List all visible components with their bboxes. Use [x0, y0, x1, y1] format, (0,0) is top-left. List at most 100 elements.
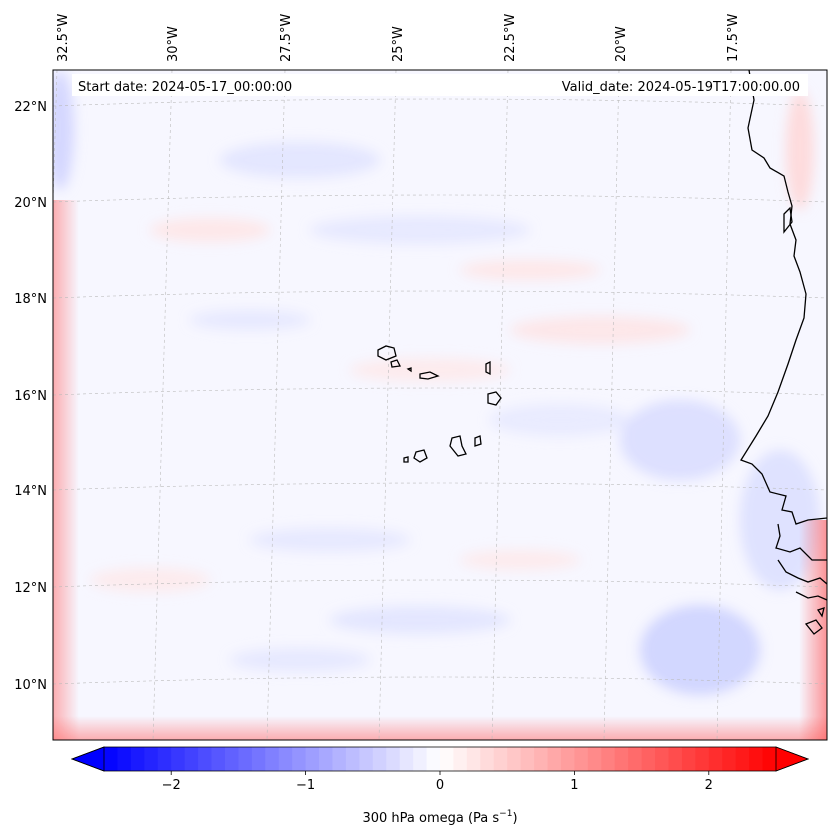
- colorbar-cell: [292, 747, 307, 771]
- map-frame: [52, 69, 828, 741]
- colorbar-cell: [386, 747, 401, 771]
- colorbar-cell: [144, 747, 159, 771]
- colorbar-cell: [560, 747, 575, 771]
- lat-label: 10°N: [14, 678, 47, 693]
- colorbar-cell: [184, 747, 199, 771]
- lat-label: 14°N: [14, 484, 47, 499]
- colorbar-cell: [238, 747, 253, 771]
- colorbar-cell: [104, 747, 118, 771]
- boa-vista-island: [487, 391, 502, 406]
- colorbar-cell: [413, 747, 428, 771]
- lat-label: 12°N: [14, 581, 47, 596]
- colorbar-cell: [157, 747, 172, 771]
- lat-label: 16°N: [14, 389, 47, 404]
- colorbar-cell: [534, 747, 549, 771]
- colorbar-max-extend-arrow: [775, 746, 810, 772]
- colorbar-cell: [440, 747, 454, 771]
- sao-vicente-island: [390, 359, 401, 368]
- colorbar-cell: [574, 747, 589, 771]
- colorbar-cell: [305, 747, 320, 771]
- left-edge-band: [53, 200, 79, 740]
- brava-island: [403, 456, 409, 463]
- colorbar-outline: [70, 746, 810, 772]
- colorbar-cell: [587, 747, 602, 771]
- colorbar-cell: [628, 747, 643, 771]
- colorbar-cell: [117, 747, 132, 771]
- colorbar-cell: [198, 747, 213, 771]
- sao-nicolau-island: [419, 371, 440, 380]
- meridian-line: [491, 70, 509, 740]
- colorbar-cell: [614, 747, 629, 771]
- colorbar-cell: [278, 747, 293, 771]
- omega-field: [53, 70, 827, 740]
- colorbar: −2 −1 0 1 2 300 hPa omega (Pa s−1): [70, 746, 810, 826]
- lon-label: 27.5°W: [279, 14, 294, 62]
- colorbar-cells: [104, 747, 777, 771]
- colorbar-cell: [399, 747, 414, 771]
- colorbar-cell: [224, 747, 239, 771]
- colorbar-cell: [372, 747, 387, 771]
- lon-label: 32.5°W: [56, 14, 71, 62]
- parallel-line: [53, 482, 827, 491]
- coastlines: [377, 70, 827, 635]
- colorbar-cell: [507, 747, 522, 771]
- colorbar-tick-label: 0: [436, 778, 444, 793]
- colorbar-min-extend-arrow: [70, 746, 105, 772]
- colorbar-cell: [749, 747, 764, 771]
- colorbar-label: 300 hPa omega (Pa s−1): [362, 809, 517, 826]
- colorbar-cell: [655, 747, 669, 771]
- colorbar-cell: [453, 747, 468, 771]
- header-strip: [72, 74, 808, 96]
- colorbar-cell: [708, 747, 723, 771]
- map-panel: Start date: 2024-05-17_00:00:00 Valid_da…: [52, 69, 828, 741]
- lat-label: 20°N: [14, 196, 47, 211]
- colorbar-cell: [426, 747, 441, 771]
- colorbar-cell: [735, 747, 750, 771]
- sal-island: [485, 360, 491, 376]
- meridian-line: [152, 70, 173, 740]
- colorbar-cell: [466, 747, 481, 771]
- lon-label: 17.5°W: [726, 14, 741, 62]
- valid-date-label: Valid_date: 2024-05-19T17:00:00.00: [562, 80, 800, 95]
- parallel-line: [53, 676, 827, 685]
- lon-label: 22.5°W: [503, 14, 518, 62]
- meridian-line: [378, 70, 397, 740]
- colorbar-cell: [762, 747, 777, 771]
- parallel-line: [53, 579, 827, 588]
- dakar-peninsula: [783, 206, 793, 234]
- lon-label: 30°W: [166, 26, 181, 62]
- parallel-line: [53, 387, 827, 396]
- colorbar-cell: [480, 747, 495, 771]
- colorbar-cell: [332, 747, 347, 771]
- colorbar-tick-label: −2: [162, 778, 181, 793]
- colorbar-tick-label: 2: [705, 778, 713, 793]
- colorbar-cell: [171, 747, 186, 771]
- lon-label: 25°W: [391, 26, 406, 62]
- guinea-coastline: [795, 591, 827, 601]
- colorbar-cell: [251, 747, 266, 771]
- colorbar-cell: [130, 747, 145, 771]
- colorbar-cell: [722, 747, 737, 771]
- santa-luzia-island: [406, 367, 412, 373]
- start-date-label: Start date: 2024-05-17_00:00:00: [78, 80, 292, 95]
- colorbar-cell: [319, 747, 333, 771]
- meridian-line: [716, 70, 732, 740]
- right-edge-band: [799, 520, 827, 740]
- guinea-bissau-coastline: [777, 559, 827, 585]
- colorbar-cell: [520, 747, 535, 771]
- parallel-line: [53, 194, 827, 203]
- colorbar-cell: [345, 747, 360, 771]
- colorbar-cell: [601, 747, 616, 771]
- longitude-labels: 32.5°W 30°W 27.5°W 25°W 22.5°W 20°W 17.5…: [56, 14, 741, 62]
- colorbar-cell: [695, 747, 710, 771]
- colorbar-cell: [359, 747, 374, 771]
- maio-island: [474, 435, 482, 447]
- graticule: [53, 70, 827, 740]
- lat-label: 22°N: [14, 100, 47, 115]
- meridian-line: [266, 70, 286, 740]
- latitude-labels: 22°N 20°N 18°N 16°N 14°N 12°N 10°N: [14, 100, 47, 693]
- colorbar-cell: [668, 747, 683, 771]
- colorbar-ticks: −2 −1 0 1 2: [162, 771, 713, 793]
- bijagos-islands: [804, 607, 825, 635]
